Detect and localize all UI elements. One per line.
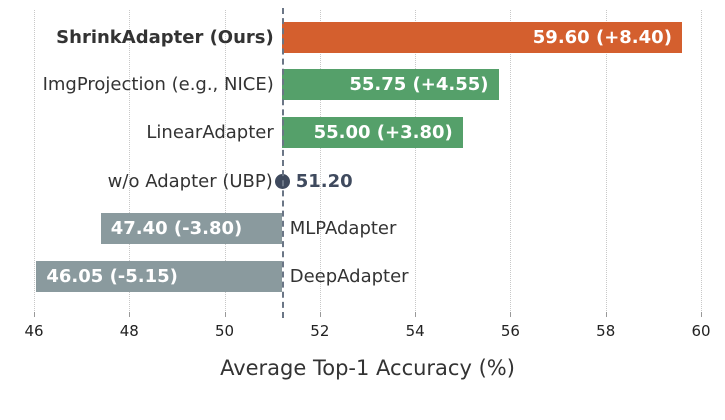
tick-mark bbox=[34, 312, 35, 317]
category-label: LinearAdapter bbox=[146, 122, 274, 143]
gridline bbox=[224, 10, 226, 315]
tick-mark bbox=[129, 312, 131, 317]
value-label: 51.20 bbox=[295, 171, 353, 192]
category-label: w/o Adapter (UBP) bbox=[107, 171, 273, 192]
gridline bbox=[701, 10, 702, 315]
tick-mark bbox=[224, 312, 226, 317]
tick-label: 56 bbox=[500, 322, 520, 340]
baseline-dashed-line bbox=[282, 8, 284, 318]
tick-mark bbox=[510, 312, 512, 317]
tick-label: 54 bbox=[405, 322, 425, 340]
tick-label: 52 bbox=[310, 322, 330, 340]
value-label: 47.40 (-3.80) bbox=[110, 218, 243, 239]
gridline bbox=[510, 10, 512, 315]
x-axis-label: Average Top-1 Accuracy (%) bbox=[220, 356, 515, 380]
tick-mark bbox=[701, 312, 702, 317]
bar: 55.75 (+4.55) bbox=[281, 69, 499, 100]
tick-label: 58 bbox=[596, 322, 616, 340]
tick-mark bbox=[319, 312, 321, 317]
bar: 46.05 (-5.15) bbox=[36, 261, 282, 292]
category-label: MLPAdapter bbox=[289, 218, 397, 239]
category-label: ShrinkAdapter (Ours) bbox=[56, 27, 274, 48]
gridline bbox=[34, 10, 35, 315]
gridline bbox=[129, 10, 131, 315]
gridline bbox=[415, 10, 417, 315]
category-label: DeepAdapter bbox=[289, 266, 409, 287]
category-label: ImgProjection (e.g., NICE) bbox=[42, 74, 274, 95]
bar: 59.60 (+8.40) bbox=[281, 22, 682, 53]
tick-label: 50 bbox=[215, 322, 235, 340]
value-label: 59.60 (+8.40) bbox=[532, 27, 672, 48]
tick-label: 48 bbox=[119, 322, 139, 340]
gridline bbox=[605, 10, 607, 315]
bar: 47.40 (-3.80) bbox=[100, 213, 282, 244]
gridline bbox=[319, 10, 321, 315]
value-label: 55.00 (+3.80) bbox=[313, 122, 453, 143]
tick-label: 60 bbox=[691, 322, 711, 340]
tick-label: 46 bbox=[24, 322, 44, 340]
value-label: 55.75 (+4.55) bbox=[349, 74, 489, 95]
tick-mark bbox=[605, 312, 607, 317]
value-label: 46.05 (-5.15) bbox=[46, 266, 178, 287]
bar: 55.00 (+3.80) bbox=[281, 117, 463, 148]
tick-mark bbox=[415, 312, 417, 317]
